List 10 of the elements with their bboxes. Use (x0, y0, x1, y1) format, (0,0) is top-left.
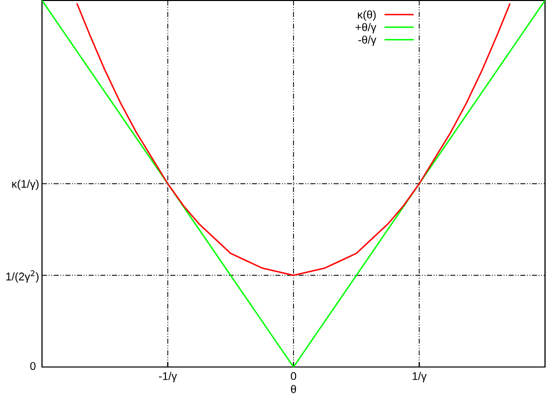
x-tick-label: -1/γ (158, 372, 177, 382)
ref-line-label: 1/(2γ$^{2}$) (6, 270, 39, 283)
ref-line-label: κ(1/γ) (12, 180, 39, 190)
legend-label: κ(θ) (358, 10, 376, 21)
x-tick-label: 1/γ (412, 372, 427, 382)
legend-label: -θ/γ (358, 36, 376, 46)
x-axis-title: θ (290, 385, 296, 394)
legend-label: +θ/γ (356, 22, 376, 34)
text: 0 (30, 362, 36, 370)
x-tick-label: 0 (290, 372, 296, 380)
